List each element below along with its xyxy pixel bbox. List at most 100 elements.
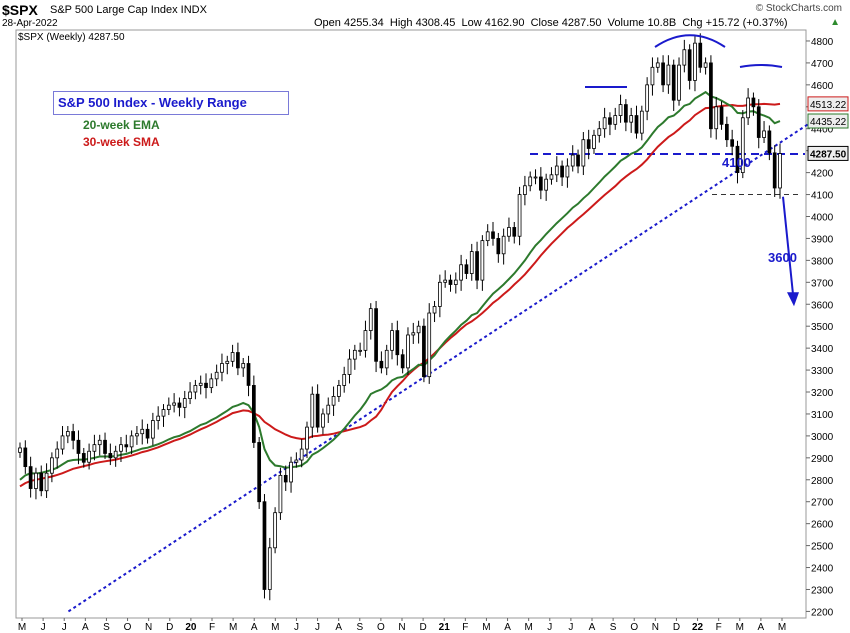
legend-ema: 20-week EMA [83,118,160,132]
candle-body [576,154,580,167]
x-tick-label: J [41,622,46,633]
candle-body [512,227,517,237]
y-tick-label: 3400 [811,344,834,355]
candle-body [427,312,432,378]
candle-body [129,435,134,448]
candle-body [438,281,442,307]
candle-body [523,185,527,195]
x-tick-label: M [524,622,532,633]
up-arrow-icon: ▲ [830,17,840,28]
annotation-support: 4100 [722,155,751,170]
candle-body [379,360,384,369]
x-tick-label: M [736,622,744,633]
candle-body [698,42,703,68]
candle-body [645,84,649,112]
candle-body [485,231,490,242]
x-tick-label: O [124,622,132,633]
open-value: 4255.34 [343,17,384,29]
candle-body [538,176,543,191]
candle-body [251,385,256,443]
price-tag [807,145,849,161]
candle-body [119,444,123,452]
candle-body [342,374,347,386]
candle-body [650,66,655,86]
x-tick-label: J [62,622,67,633]
x-tick-label: M [18,622,26,633]
candle-body [395,330,400,356]
candle-body [135,433,139,437]
head-arc [654,34,726,48]
candle-body [586,139,591,149]
candle-body [310,393,315,428]
volume-label: Volume [607,17,645,29]
candle-body [204,382,208,389]
candle-body [613,115,618,125]
close-label: Close [530,17,559,29]
x-tick-label: F [462,622,468,633]
x-tick-label: J [294,622,299,633]
candle-body [730,139,735,147]
candle-body [618,104,623,116]
candle-body [411,332,416,336]
x-tick-label: 20 [185,622,197,633]
y-tick-label: 4200 [811,169,834,180]
y-tick-label: 4700 [811,59,834,70]
x-tick-label: J [315,622,320,633]
candle-body [156,415,161,421]
candle-body [267,547,272,590]
candle-body [634,115,639,134]
ema-line [19,90,781,481]
chart-header: $SPX S&P 500 Large Cap Index INDX 28-Apr… [0,0,850,30]
candle-body [740,117,745,174]
candle-body [517,194,522,237]
candle-body [236,352,240,369]
y-tick-label: 3300 [811,366,834,377]
stockcharts-brand: © StockCharts.com [755,3,842,14]
candle-body [18,447,22,453]
candle-body [714,106,719,130]
candle-body [772,152,777,189]
y-tick-label: 2800 [811,476,834,487]
candle-body [81,453,86,463]
candle-body [352,349,357,360]
y-tick-label: 3100 [811,410,834,421]
candle-body [655,62,660,68]
candle-body [549,174,554,180]
candle-body [124,444,129,448]
candle-body [262,501,267,590]
right-shoulder-arc [739,63,783,68]
candle-body [315,393,320,428]
x-tick-label: D [419,622,426,633]
candle-body [140,428,145,435]
y-tick-label: 4100 [811,191,834,202]
y-tick-label: 4400 [811,125,834,136]
price-tag [807,96,849,112]
candle-body [209,378,214,389]
y-tick-label: 3700 [811,278,834,289]
candle-body [570,154,575,167]
y-tick-label: 2600 [811,520,834,531]
price-tag-label: 4435.22 [810,117,847,128]
x-tick-label: 21 [439,622,451,633]
candle-body [661,62,665,86]
x-tick-label: A [504,622,511,633]
candle-body [767,130,772,154]
candle-body [592,134,596,149]
y-tick-label: 4000 [811,212,834,223]
x-tick-label: N [145,622,152,633]
x-tick-label: A [335,622,342,633]
candle-body [496,238,501,255]
y-tick-label: 3800 [811,256,834,267]
y-tick-label: 2500 [811,542,834,553]
candle-body [337,385,341,397]
x-tick-label: A [758,622,765,633]
y-tick-label: 3000 [811,432,834,443]
candle-body [533,176,538,179]
candle-body [65,431,70,437]
candle-body [719,106,724,125]
y-tick-label: 3500 [811,322,834,333]
candle-body [55,448,60,459]
candle-body [177,402,182,408]
candle-body [693,42,697,81]
